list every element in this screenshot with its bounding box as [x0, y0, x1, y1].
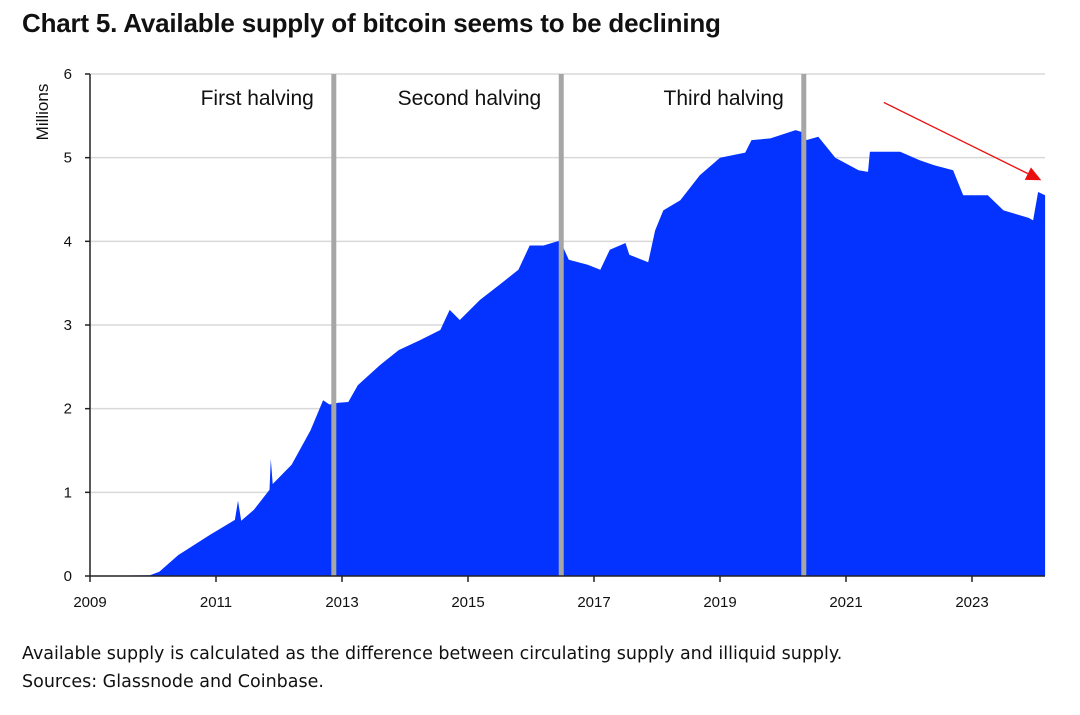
halving-label: Second halving: [398, 87, 542, 110]
trend-arrow-head: [1024, 167, 1042, 181]
halving-label: Third halving: [664, 87, 784, 110]
y-tick-label: 3: [64, 317, 72, 334]
y-axis-label: Millions: [33, 84, 52, 141]
annotations: [883, 101, 1042, 181]
x-tick-label: 2023: [955, 594, 988, 611]
halving-label: First halving: [201, 87, 314, 110]
y-tick-label: 1: [64, 484, 72, 501]
x-tick-label: 2021: [829, 594, 862, 611]
y-tick-label: 4: [64, 233, 72, 250]
y-tick-label: 6: [64, 66, 72, 83]
y-tick-label: 5: [64, 150, 72, 167]
halving-markers: First halving Second halving Third halving: [201, 74, 807, 576]
available-supply-area: [90, 130, 1046, 576]
x-tick-label: 2015: [451, 594, 484, 611]
footnote-definition: Available supply is calculated as the di…: [22, 644, 843, 664]
trend-arrow-line: [883, 101, 1029, 175]
y-tick-label: 0: [64, 568, 72, 585]
y-tick-label: 2: [64, 401, 72, 418]
chart-title: Chart 5. Available supply of bitcoin see…: [22, 8, 721, 38]
footnote-sources: Sources: Glassnode and Coinbase.: [22, 672, 324, 692]
x-tick-label: 2013: [325, 594, 358, 611]
x-tick-label: 2009: [73, 594, 106, 611]
x-tick-label: 2019: [703, 594, 736, 611]
axes: 0 1 2 3 4 5 6 2009 2011 2013 2015 2017 2019 2021 2023: [64, 66, 1045, 611]
x-tick-label: 2011: [200, 594, 232, 611]
x-tick-label: 2017: [577, 594, 610, 611]
